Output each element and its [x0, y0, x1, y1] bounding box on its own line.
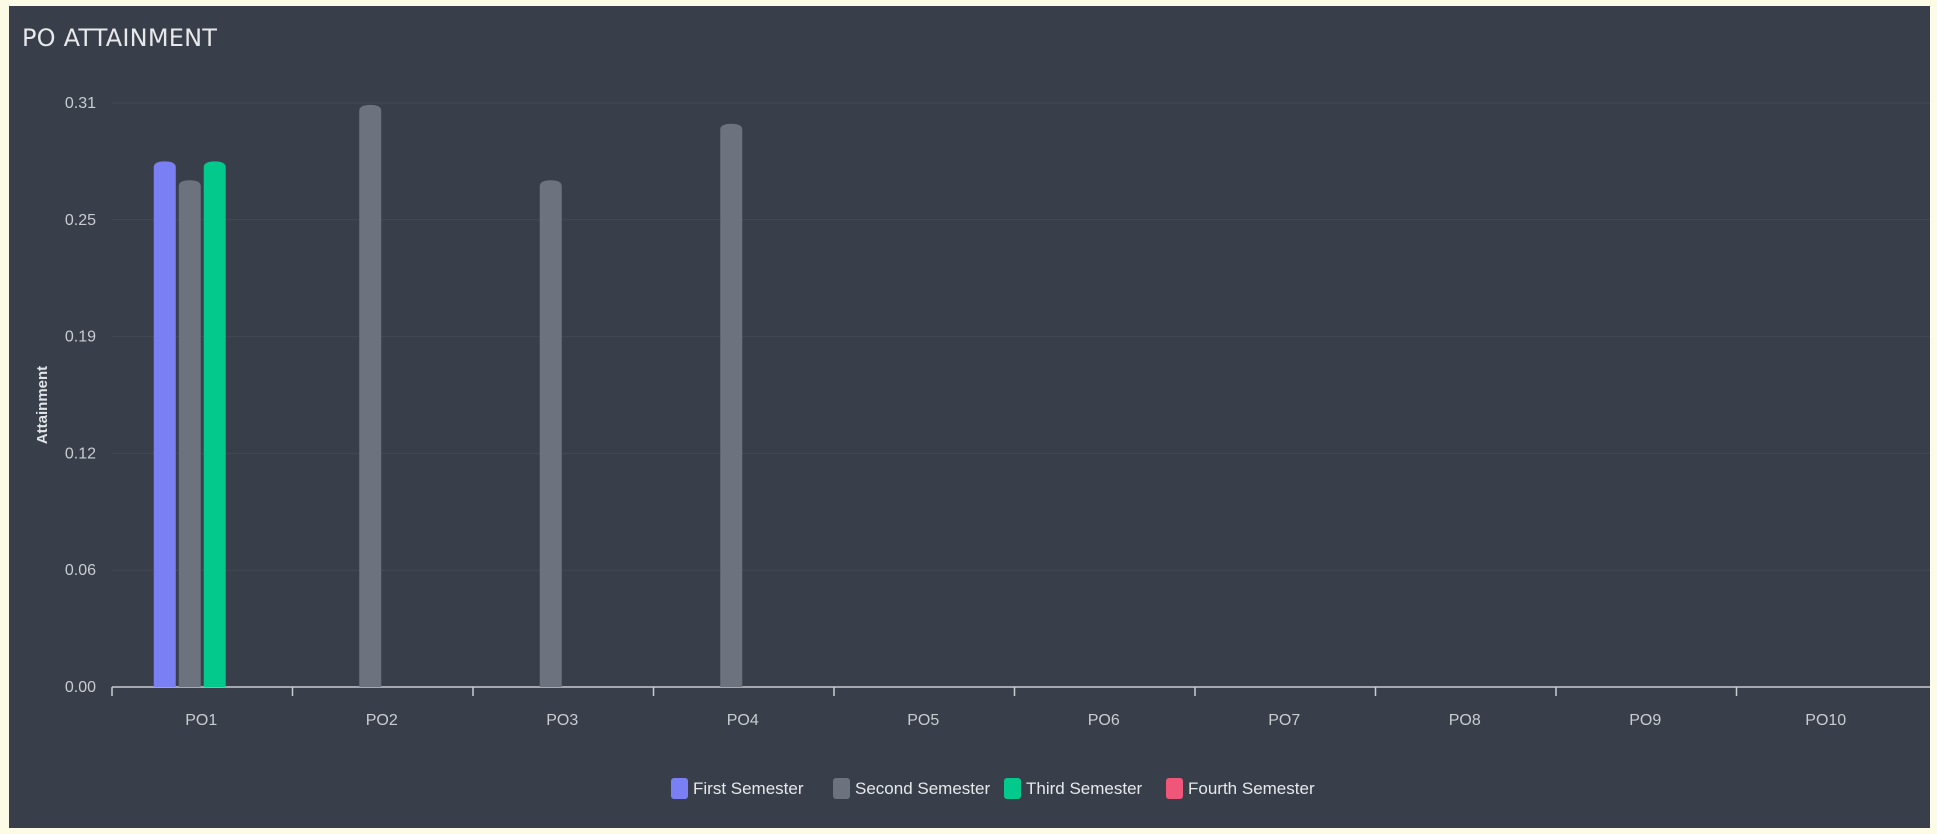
grid-layer — [112, 102, 1930, 571]
x-tick-label: PO9 — [1629, 712, 1661, 729]
legend-item[interactable]: Third Semester — [1004, 778, 1143, 799]
y-tick-label: 0.25 — [65, 212, 96, 229]
y-tick-label: 0.31 — [65, 95, 96, 112]
y-tick-label: 0.06 — [65, 562, 96, 579]
x-tick-label: PO6 — [1088, 712, 1120, 729]
y-tick-label: 0.19 — [65, 329, 96, 346]
bar-layer — [153, 104, 743, 688]
legend-label: Fourth Semester — [1188, 779, 1315, 798]
legend-swatch — [671, 778, 688, 799]
bar[interactable] — [539, 180, 562, 687]
legend-label: Third Semester — [1026, 779, 1143, 798]
legend-item[interactable]: Fourth Semester — [1166, 778, 1315, 799]
legend-swatch — [1004, 778, 1021, 799]
chart-card: PO ATTAINMENT 0.31 0.25 0.19 0.12 0.06 0.00 At… — [9, 6, 1930, 828]
legend-swatch — [1166, 778, 1183, 799]
y-tick-label: 0.00 — [65, 679, 96, 696]
x-tick-label: PO10 — [1805, 712, 1846, 729]
axis-layer: 0.31 0.25 0.19 0.12 0.06 0.00 Attainment PO1 PO2… — [34, 95, 1930, 729]
legend-item[interactable]: Second Semester — [833, 778, 990, 799]
bar[interactable] — [203, 161, 226, 687]
legend: First Semester Second Semester Third Semes… — [671, 778, 1315, 799]
y-tick-label: 0.12 — [65, 445, 96, 462]
po-attainment-chart: 0.31 0.25 0.19 0.12 0.06 0.00 Attainment PO1 PO2… — [34, 95, 1930, 799]
legend-label: Second Semester — [855, 779, 990, 798]
legend-swatch — [833, 778, 850, 799]
chart-title: PO ATTAINMENT — [22, 24, 218, 52]
bar[interactable] — [153, 161, 176, 687]
bar[interactable] — [720, 123, 743, 687]
x-tick-label: PO7 — [1268, 712, 1300, 729]
x-tick-label: PO2 — [366, 712, 398, 729]
legend-label: First Semester — [693, 779, 804, 798]
x-tick-label: PO8 — [1449, 712, 1481, 729]
bar[interactable] — [178, 180, 201, 687]
x-tick-label: PO5 — [907, 712, 939, 729]
x-tick-label: PO4 — [727, 712, 759, 729]
bar[interactable] — [359, 104, 382, 688]
legend-item[interactable]: First Semester — [671, 778, 804, 799]
y-axis-title: Attainment — [34, 366, 51, 444]
x-tick-label: PO1 — [185, 712, 217, 729]
x-tick-label: PO3 — [546, 712, 578, 729]
